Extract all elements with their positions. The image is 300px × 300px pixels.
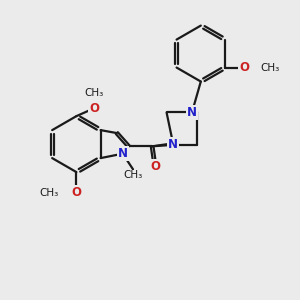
Text: CH₃: CH₃	[123, 170, 142, 180]
Text: O: O	[89, 102, 99, 115]
Text: CH₃: CH₃	[39, 188, 58, 198]
Text: O: O	[239, 61, 249, 74]
Text: CH₃: CH₃	[260, 63, 280, 73]
Text: N: N	[187, 106, 197, 119]
Text: CH₃: CH₃	[84, 88, 104, 98]
Text: N: N	[168, 138, 178, 151]
Text: N: N	[118, 147, 128, 160]
Text: O: O	[71, 186, 81, 199]
Text: O: O	[150, 160, 160, 173]
